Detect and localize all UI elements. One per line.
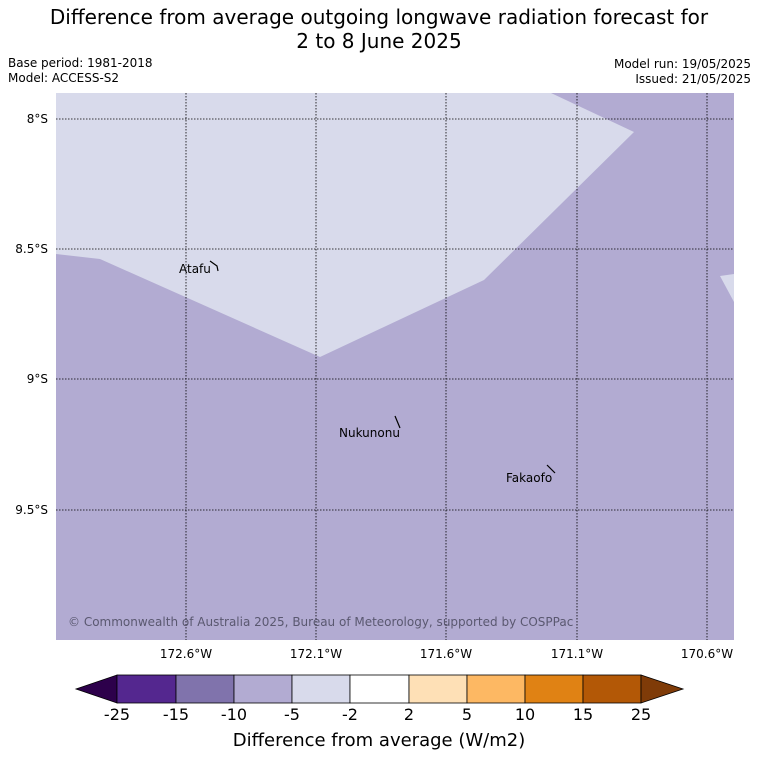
colorbar-bin-8 (524, 674, 584, 704)
colorbar-title: Difference from average (W/m2) (232, 730, 526, 751)
meta-right: Model run: 19/05/2025 Issued: 21/05/2025 (614, 57, 751, 87)
copyright-notice: © Commonwealth of Australia 2025, Bureau… (68, 615, 574, 629)
atafu-outline (209, 260, 219, 272)
colorbar-bin-3 (233, 674, 293, 704)
lon-label-172-1w: 172.1°W (289, 647, 343, 661)
title-line-2: 2 to 8 June 2025 (296, 29, 462, 53)
colorbar-tick: 15 (572, 705, 594, 724)
place-label-atafu: Atafu (179, 262, 211, 276)
colorbar-tick: 2 (403, 705, 415, 724)
colorbar-bin-2 (175, 674, 235, 704)
colorbar-extend-low (74, 674, 118, 704)
model-name: Model: ACCESS-S2 (8, 71, 120, 85)
colorbar-bin-6 (408, 674, 468, 704)
colorbar-tick: 5 (461, 705, 473, 724)
lat-label-9s: 9°S (26, 372, 48, 386)
issued-date: Issued: 21/05/2025 (635, 72, 751, 86)
lat-label-9-5s: 9.5°S (15, 503, 48, 517)
title-line-1: Difference from average outgoing longwav… (49, 5, 709, 29)
lat-label-8-5s: 8.5°S (15, 242, 48, 256)
colorbar-bin-7 (466, 674, 526, 704)
colorbar-extend-high (640, 674, 685, 704)
colorbar-bin-5 (349, 674, 410, 704)
base-period: Base period: 1981-2018 (8, 56, 153, 70)
colorbar-tick: 10 (514, 705, 536, 724)
colorbar-bin-1 (116, 674, 177, 704)
colorbar-tick: -2 (342, 705, 358, 724)
lon-label-171-1w: 171.1°W (550, 647, 604, 661)
place-label-fakaofo: Fakaofo (506, 471, 553, 485)
graticule (56, 93, 734, 640)
lat-label-8s: 8°S (26, 112, 48, 126)
colorbar-tick: -10 (220, 705, 248, 724)
colorbar-tick: -15 (162, 705, 190, 724)
lon-label-171-6w: 171.6°W (419, 647, 473, 661)
chart-title: Difference from average outgoing longwav… (0, 5, 758, 53)
colorbar-tick: -25 (103, 705, 131, 724)
meta-left: Base period: 1981-2018 Model: ACCESS-S2 (8, 56, 153, 86)
nukunonu-outline (394, 415, 401, 429)
fakaofo-outline (546, 464, 556, 474)
colorbar-tick: -5 (284, 705, 300, 724)
colorbar-bin-9 (582, 674, 642, 704)
model-run: Model run: 19/05/2025 (613, 57, 751, 71)
anomaly-region-light-east (720, 274, 734, 302)
lon-label-170-6w: 170.6°W (680, 647, 734, 661)
anomaly-region-light (56, 93, 634, 357)
colorbar-tick: 25 (630, 705, 652, 724)
colorbar (74, 674, 685, 704)
colorbar-bin-4 (291, 674, 351, 704)
place-label-nukunonu: Nukunonu (339, 426, 400, 440)
lon-label-172-6w: 172.6°W (159, 647, 213, 661)
